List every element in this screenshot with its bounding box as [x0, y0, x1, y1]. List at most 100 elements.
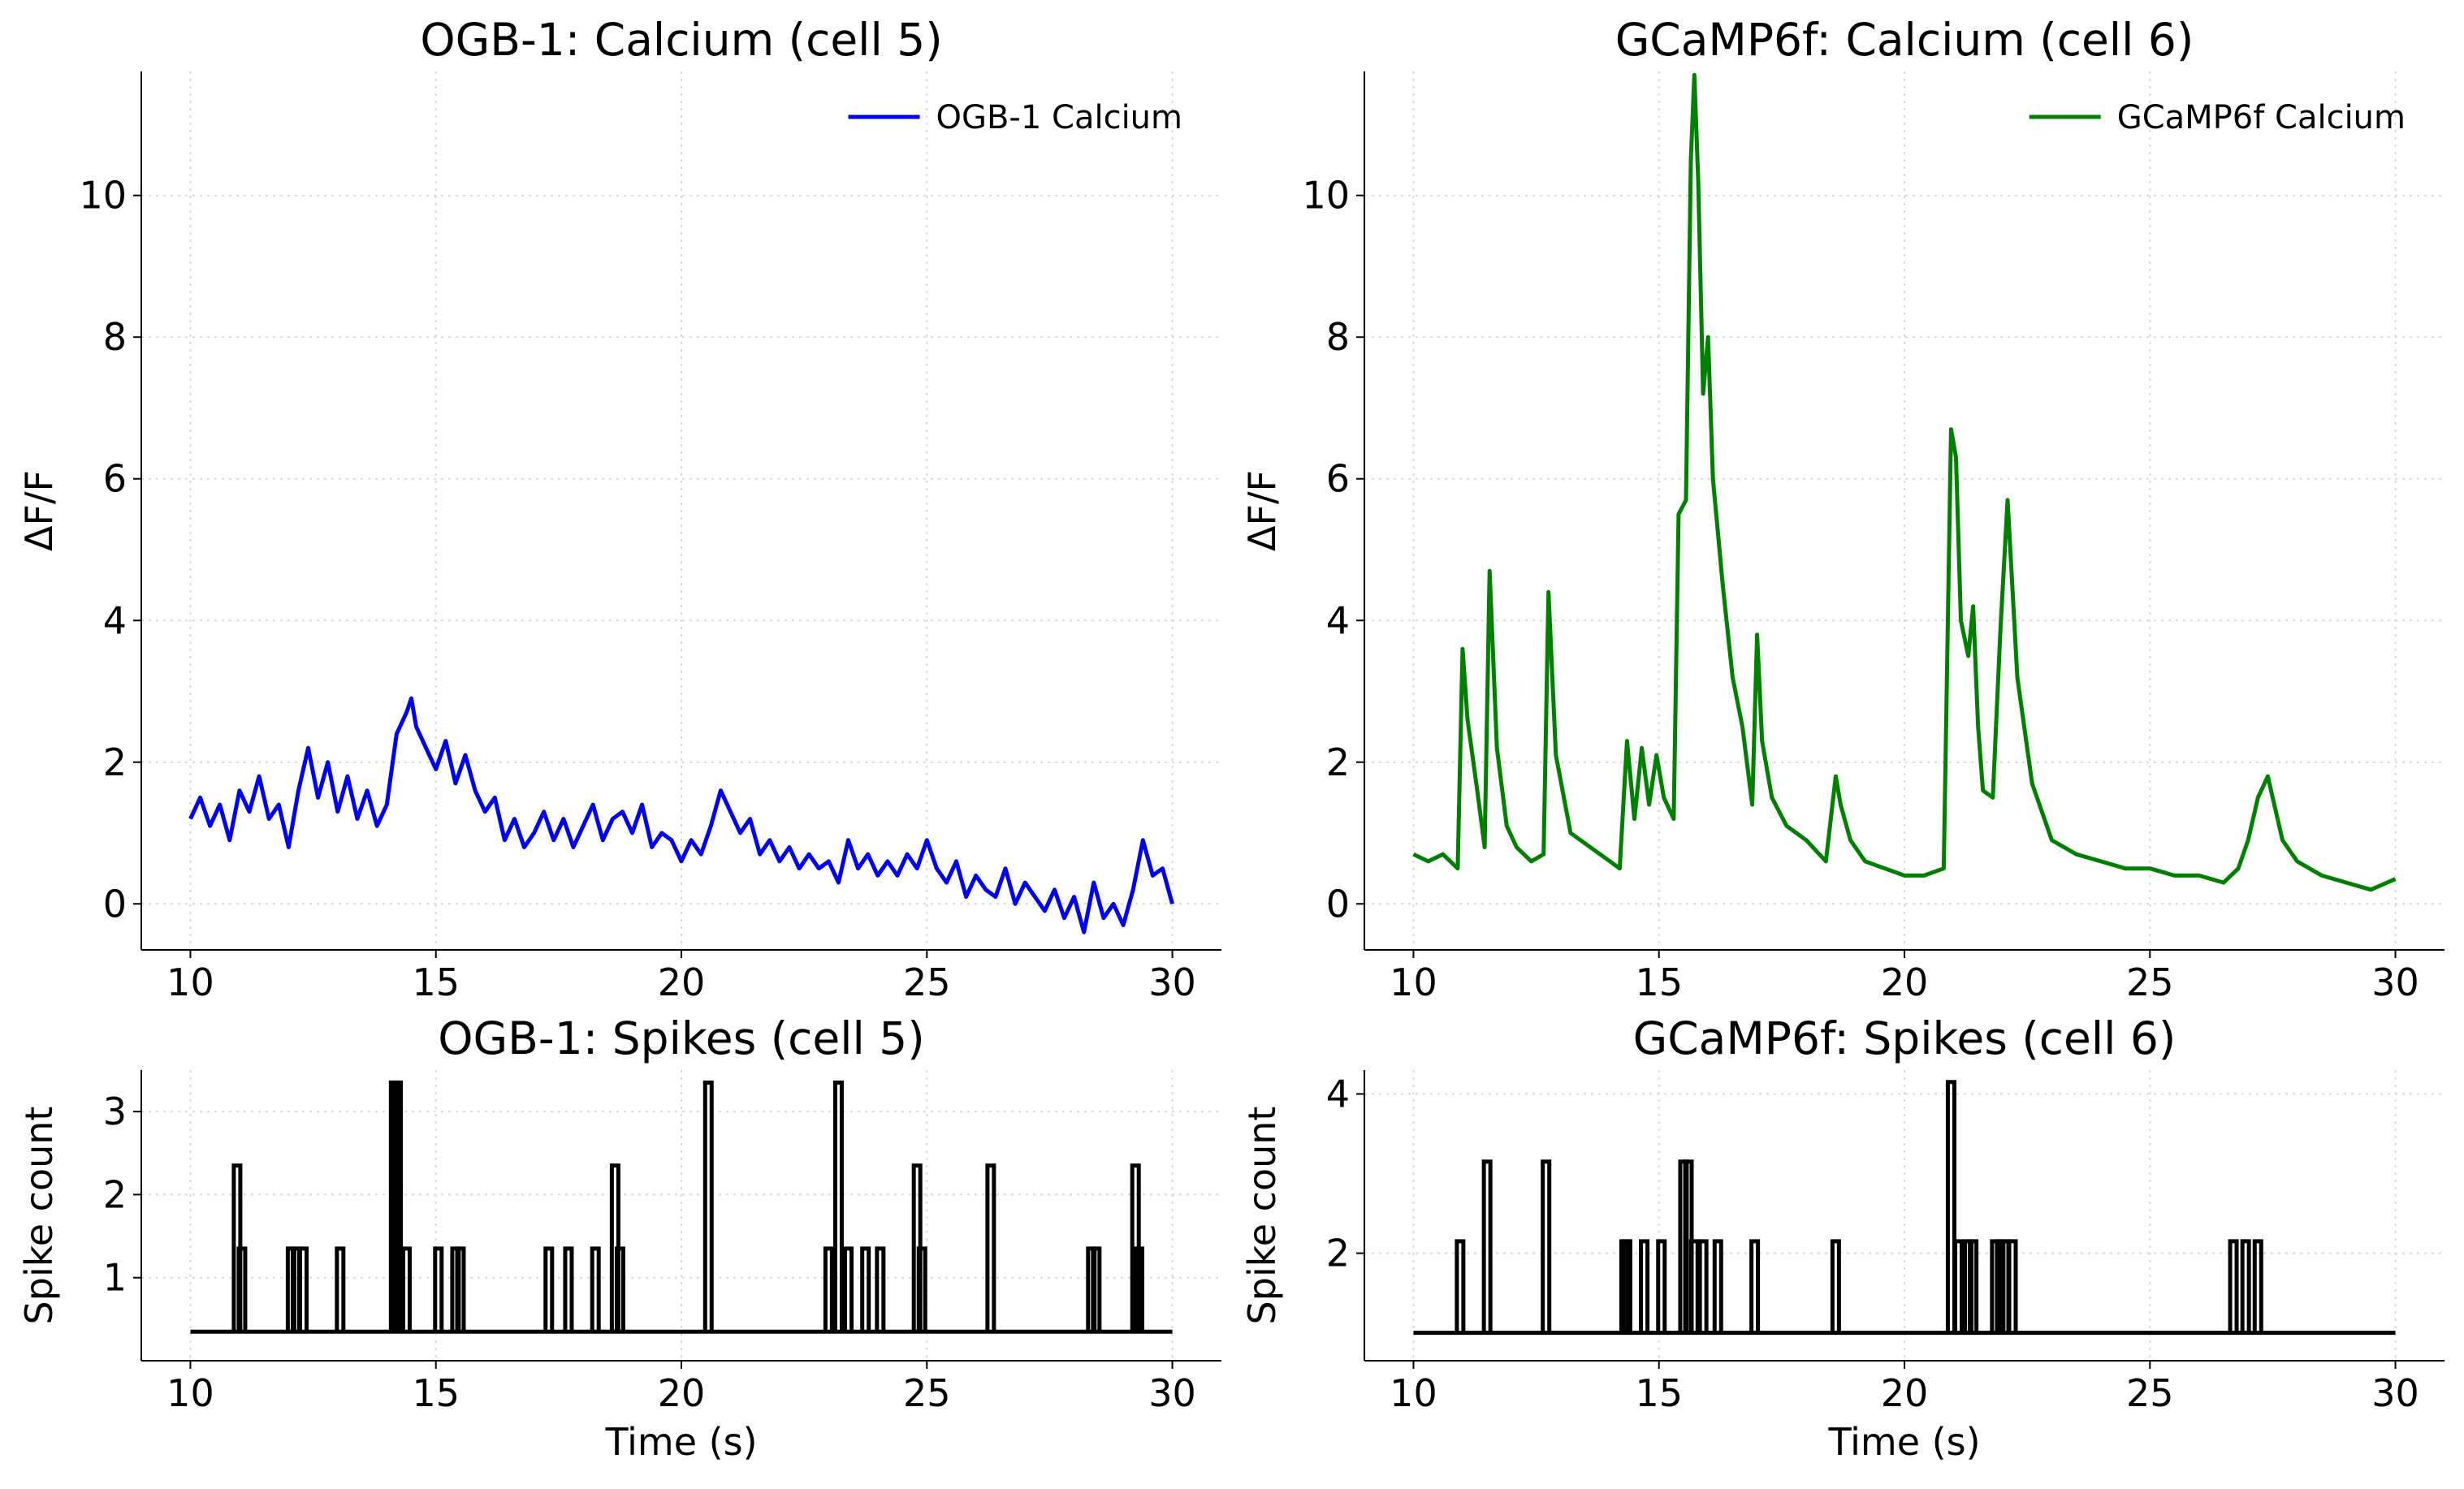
spike-mark [433, 1246, 444, 1332]
x-tick-label: 20 [1881, 960, 1929, 1004]
spike-mark [614, 1246, 625, 1332]
x-tick-label: 10 [166, 1371, 214, 1415]
series-layer [1412, 72, 2397, 892]
x-tick-label: 15 [412, 1371, 460, 1415]
spike-mark [985, 1163, 996, 1332]
spike-mark [1481, 1159, 1493, 1333]
x-ticks: 10 15 20 25 30 [166, 950, 1196, 1004]
series-layer [188, 696, 1174, 934]
legend-label: GCaMP6f Calcium [2117, 99, 2406, 136]
legend: GCaMP6f Calcium [2029, 99, 2406, 136]
spike-mark [2228, 1239, 2239, 1333]
x-tick-label: 10 [1390, 960, 1437, 1004]
y-tick-label: 1 [103, 1256, 127, 1300]
y-tick-label: 6 [103, 457, 127, 501]
chart-title: OGB-1: Spikes (cell 5) [438, 1012, 925, 1064]
spike-mark [1639, 1239, 1650, 1333]
x-tick-label: 15 [1635, 1371, 1683, 1415]
spike-mark [298, 1246, 309, 1332]
spike-mark [563, 1246, 574, 1332]
y-ticks: 0 2 4 6 8 10 [79, 174, 141, 926]
series-layer [1413, 1080, 2396, 1336]
spike-mark [400, 1246, 412, 1332]
y-tick-label: 3 [103, 1090, 127, 1133]
x-ticks: 10 15 20 25 30 [1390, 1361, 2419, 1415]
spike-mark [1968, 1239, 1979, 1333]
series-line [188, 696, 1174, 934]
spike-mark [392, 1080, 404, 1332]
spike-mark [1749, 1239, 1761, 1333]
y-tick-label: 4 [103, 598, 127, 642]
spike-mark [1091, 1246, 1102, 1332]
x-tick-label: 30 [2371, 960, 2419, 1004]
x-ticks: 10 15 20 25 30 [166, 1361, 1196, 1415]
y-tick-label: 10 [79, 174, 127, 218]
spike-mark [455, 1246, 466, 1332]
x-tick-label: 20 [658, 960, 706, 1004]
gcamp-calcium-panel: 10 15 20 25 30 0 2 4 6 8 10 GCaMP6f: Calcium (cel… [1240, 14, 2445, 1004]
x-tick-label: 10 [166, 960, 214, 1004]
spike-mark [843, 1246, 854, 1332]
spike-mark [1953, 1239, 1964, 1333]
series-line [1412, 72, 2397, 892]
spike-mark [1541, 1159, 1552, 1333]
x-tick-label: 20 [1881, 1371, 1929, 1415]
chart-title: GCaMP6f: Calcium (cell 6) [1615, 14, 2194, 66]
y-tick-label: 0 [1326, 882, 1350, 926]
grid [141, 1070, 1221, 1361]
x-axis-label: Time (s) [1827, 1420, 1980, 1464]
gcamp-spikes-panel: 10 15 20 25 30 24 GCaMP6f: Spikes (cell 6) S… [1240, 1012, 2445, 1464]
x-ticks: 10 15 20 25 30 [1390, 950, 2419, 1004]
spike-mark [875, 1246, 886, 1332]
spike-mark [1621, 1239, 1632, 1333]
grid [1364, 1070, 2445, 1361]
y-tick-label: 0 [103, 882, 127, 926]
x-tick-label: 25 [2126, 1371, 2174, 1415]
spike-mark [1133, 1246, 1144, 1332]
spike-mark [2240, 1239, 2251, 1333]
x-tick-label: 25 [2126, 960, 2174, 1004]
spike-mark [590, 1246, 601, 1332]
spike-mark [832, 1080, 844, 1332]
y-axis-label: ΔF/F [1240, 470, 1284, 551]
x-tick-label: 25 [903, 1371, 951, 1415]
spike-mark [1697, 1239, 1709, 1333]
spike-mark [1712, 1239, 1723, 1333]
x-tick-label: 30 [1148, 1371, 1196, 1415]
ogb-calcium-panel: 10 15 20 25 30 0 2 4 6 8 10 OGB-1: Calcium (cell … [17, 14, 1221, 1004]
spike-mark [1945, 1080, 1956, 1333]
y-ticks: 24 [1326, 1072, 1364, 1275]
y-tick-label: 6 [1326, 457, 1350, 501]
spike-mark [1830, 1239, 1841, 1333]
y-axis-label: ΔF/F [17, 470, 61, 551]
spike-mark [543, 1246, 555, 1332]
spike-mark [702, 1080, 714, 1332]
x-tick-label: 30 [1148, 960, 1196, 1004]
y-tick-label: 2 [103, 1172, 127, 1216]
spike-mark [2007, 1239, 2018, 1333]
grid [141, 71, 1221, 950]
x-tick-label: 30 [2371, 1371, 2419, 1415]
spike-mark [1656, 1239, 1667, 1333]
spike-mark [335, 1246, 346, 1332]
chart-title: OGB-1: Calcium (cell 5) [420, 14, 942, 66]
y-tick-label: 2 [1326, 1232, 1350, 1275]
y-tick-label: 2 [1326, 740, 1350, 784]
x-tick-label: 15 [1635, 960, 1683, 1004]
y-tick-label: 4 [1326, 598, 1350, 642]
spike-mark [1688, 1239, 1700, 1333]
chart-title: GCaMP6f: Spikes (cell 6) [1633, 1012, 2177, 1064]
legend-label: OGB-1 Calcium [936, 99, 1183, 136]
y-ticks: 0 2 4 6 8 10 [1302, 174, 1364, 926]
spike-mark [236, 1246, 248, 1332]
y-tick-label: 2 [103, 740, 127, 784]
spike-mark [916, 1246, 927, 1332]
y-tick-label: 4 [1326, 1072, 1350, 1116]
spike-mark [860, 1246, 871, 1332]
x-tick-label: 25 [903, 960, 951, 1004]
x-tick-label: 20 [658, 1371, 706, 1415]
series-layer [190, 1080, 1173, 1334]
y-tick-label: 8 [1326, 315, 1350, 359]
spike-mark [823, 1246, 834, 1332]
